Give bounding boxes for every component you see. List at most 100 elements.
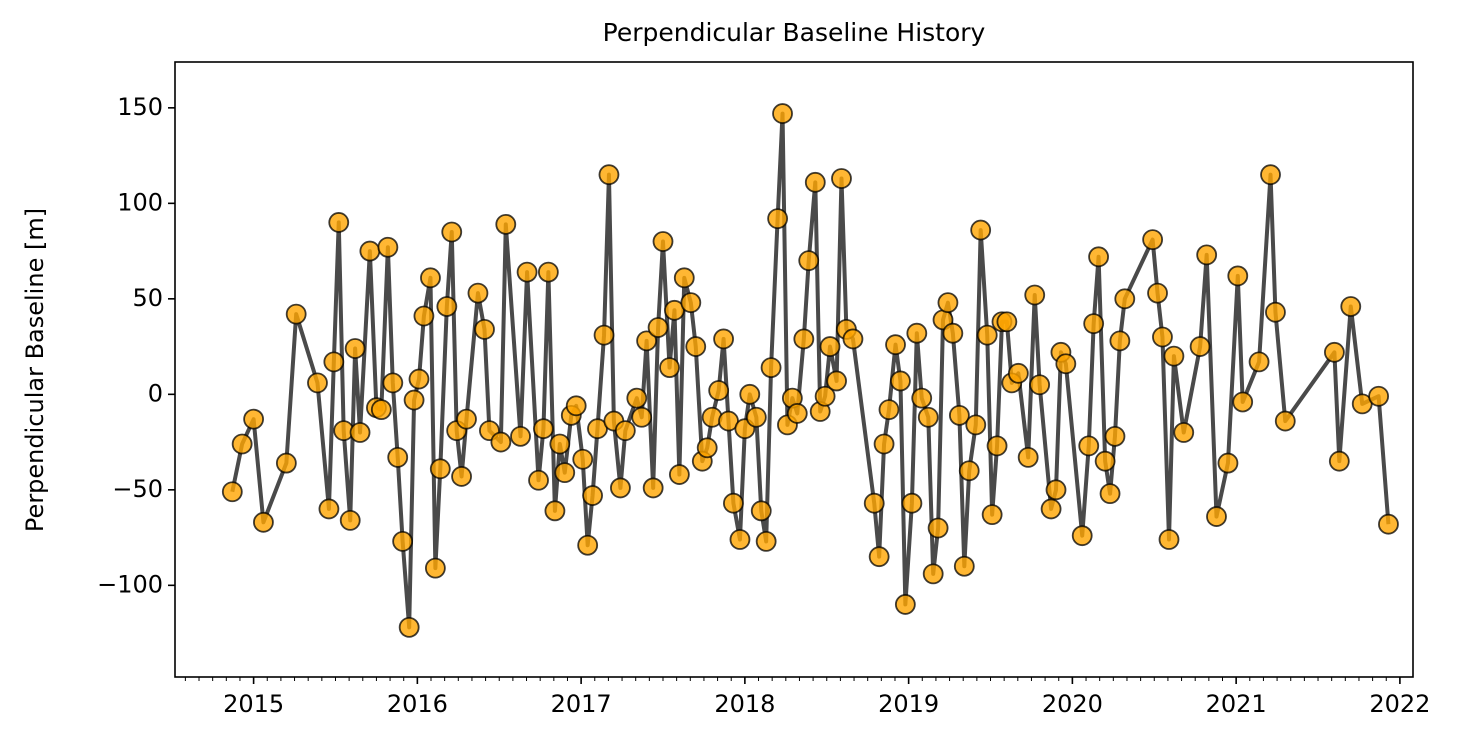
data-point <box>544 500 566 522</box>
x-tick-label: 2019 <box>878 690 939 718</box>
data-point <box>831 168 852 189</box>
x-tick-label: 2022 <box>1369 690 1430 718</box>
data-point <box>1114 288 1136 310</box>
data-point <box>1227 265 1249 287</box>
data-point <box>878 399 900 421</box>
data-point <box>339 509 361 531</box>
data-point <box>359 240 381 262</box>
data-point <box>1323 341 1345 363</box>
data-point <box>1378 513 1399 535</box>
data-point <box>1071 525 1093 547</box>
data-point <box>490 431 512 453</box>
data-point <box>636 330 658 352</box>
data-point <box>659 357 680 378</box>
data-point <box>474 318 495 340</box>
data-point <box>516 261 538 283</box>
data-point <box>873 433 895 455</box>
x-tick-label: 2021 <box>1206 690 1267 718</box>
data-point <box>953 555 975 577</box>
data-point <box>221 481 243 503</box>
data-point <box>647 317 669 338</box>
data-point <box>729 529 751 550</box>
data-point <box>424 557 446 579</box>
x-tick-label: 2015 <box>223 690 284 718</box>
data-point <box>403 389 425 411</box>
data-point <box>745 406 767 428</box>
data-point <box>1147 282 1168 304</box>
data-point <box>1083 313 1105 335</box>
data-point <box>243 408 265 430</box>
data-point <box>318 498 340 520</box>
series-line <box>230 111 1391 630</box>
x-tick-label: 2016 <box>387 690 448 718</box>
data-point <box>537 261 559 283</box>
data-point <box>1007 362 1029 384</box>
data-point <box>868 546 890 568</box>
data-point <box>1142 229 1164 251</box>
data-point <box>408 368 430 390</box>
data-point <box>1104 425 1126 447</box>
x-tick-label: 2018 <box>714 690 775 718</box>
data-point <box>307 372 328 394</box>
y-tick-label: −50 <box>112 475 163 503</box>
plot-frame <box>174 61 1414 678</box>
data-point <box>965 414 987 436</box>
data-point <box>1088 246 1109 268</box>
y-tick-label: 50 <box>132 284 163 312</box>
data-point <box>948 404 970 426</box>
data-point <box>398 616 420 638</box>
data-point <box>937 292 959 314</box>
data-point <box>1045 479 1067 501</box>
data-point <box>1260 164 1281 186</box>
data-point <box>598 164 620 186</box>
data-point <box>986 435 1008 457</box>
data-point <box>708 380 730 401</box>
data-point <box>1094 450 1116 472</box>
y-tick-label: 150 <box>117 93 163 121</box>
data-point <box>793 328 815 350</box>
data-point <box>755 530 777 552</box>
data-point <box>1274 410 1296 432</box>
data-point <box>614 420 636 442</box>
data-point <box>1189 336 1211 357</box>
data-point <box>495 213 517 235</box>
data-point <box>1109 330 1131 352</box>
data-point <box>1099 483 1121 505</box>
data-point <box>696 437 718 459</box>
data-point <box>1024 284 1046 306</box>
data-point <box>772 103 793 124</box>
data-point <box>1029 374 1051 396</box>
data-point <box>1232 391 1254 413</box>
data-point <box>441 221 463 243</box>
data-point <box>996 311 1018 333</box>
y-axis-label: Perpendicular Baseline [m] <box>21 208 49 532</box>
data-point <box>819 336 841 357</box>
data-point <box>668 464 690 485</box>
data-point <box>631 406 653 428</box>
data-point <box>323 351 345 373</box>
data-point <box>436 296 458 317</box>
data-point <box>976 324 998 346</box>
data-point <box>1078 435 1100 457</box>
data-point <box>1152 326 1173 348</box>
data-point <box>685 336 707 357</box>
data-point <box>1017 446 1039 468</box>
data-point <box>863 492 885 514</box>
data-point <box>901 492 923 514</box>
data-point <box>1265 301 1286 323</box>
data-point <box>549 433 571 455</box>
data-point <box>842 328 864 350</box>
data-point <box>942 322 964 344</box>
data-point <box>420 267 441 289</box>
data-point <box>826 370 847 392</box>
data-point <box>814 385 836 407</box>
data-point <box>911 387 933 409</box>
data-point <box>392 530 414 552</box>
data-point <box>890 370 911 392</box>
data-point <box>349 422 371 443</box>
data-point <box>927 517 949 539</box>
data-point <box>582 485 603 506</box>
data-point <box>328 212 350 233</box>
data-point <box>1206 506 1227 527</box>
